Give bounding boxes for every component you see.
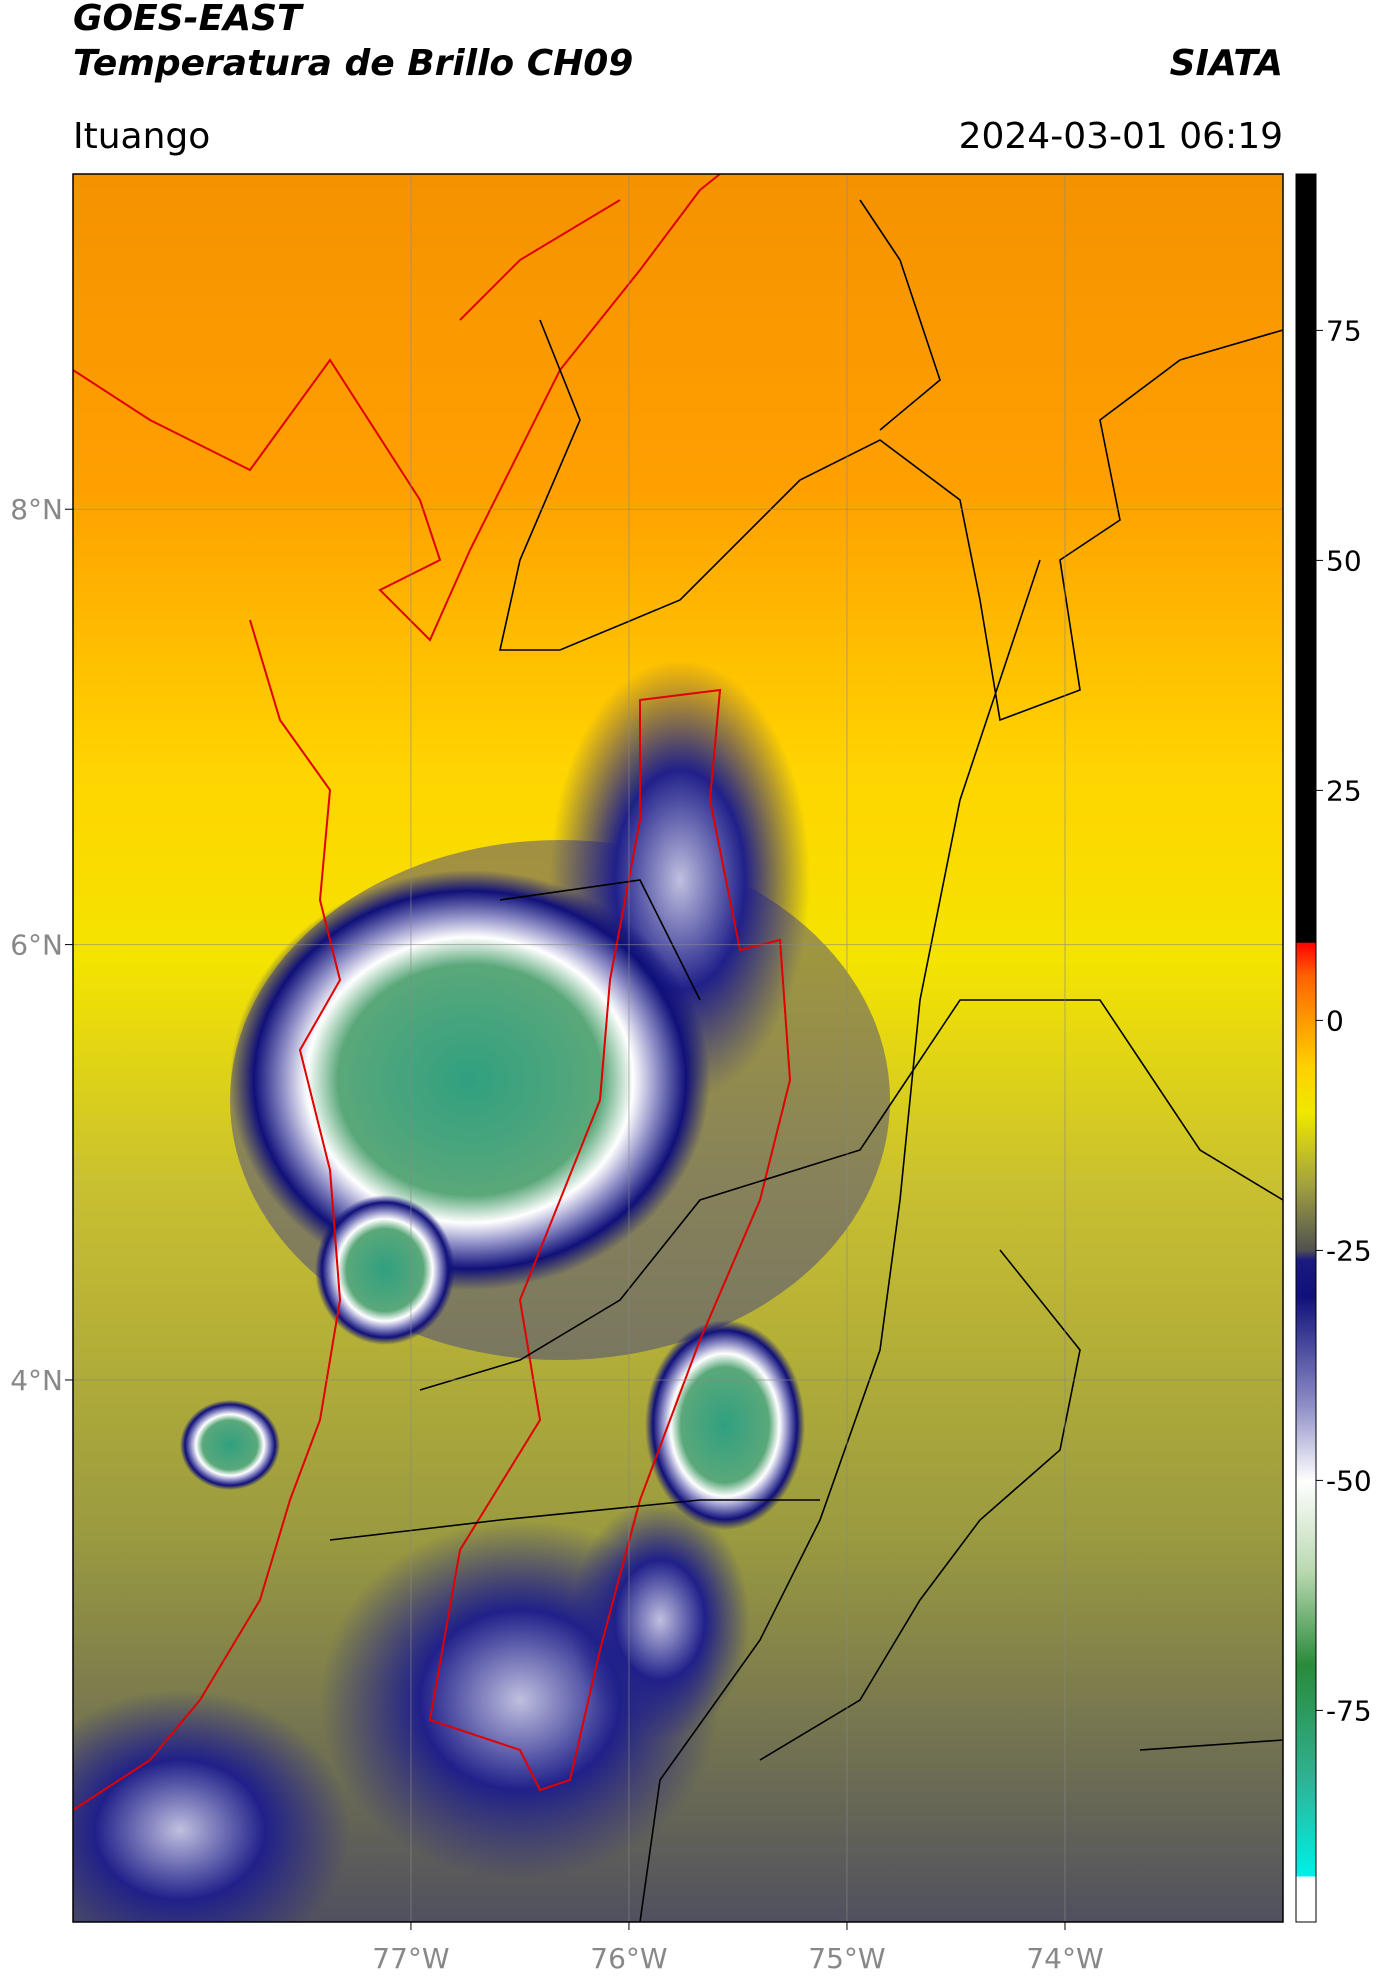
convective-cell bbox=[180, 1400, 280, 1490]
colorbar-tick-label: 50 bbox=[1326, 544, 1362, 577]
y-tick-label: 4°N bbox=[10, 1364, 63, 1397]
x-tick-label: 75°W bbox=[808, 1942, 885, 1975]
map-frame bbox=[72, 173, 1284, 1923]
colorbar-segment bbox=[1296, 1250, 1316, 1261]
y-tick-label: 6°N bbox=[10, 929, 63, 962]
colorbar-tick-label: 0 bbox=[1326, 1004, 1344, 1037]
convective-cell bbox=[230, 870, 710, 1290]
convective-cell bbox=[315, 1195, 455, 1345]
y-tick-label: 8°N bbox=[10, 493, 63, 526]
x-tick-label: 74°W bbox=[1026, 1942, 1103, 1975]
map bbox=[73, 174, 1283, 1922]
department-border bbox=[428, 688, 792, 1792]
x-tick-label: 77°W bbox=[372, 1942, 449, 1975]
cloud-band bbox=[570, 1500, 750, 1740]
colorbar-tick-label: -50 bbox=[1326, 1464, 1372, 1497]
colorbar-segment bbox=[1296, 1572, 1316, 1665]
colorbar-tick-label: -75 bbox=[1326, 1694, 1372, 1727]
graticule bbox=[65, 174, 1283, 1930]
colorbar-segment bbox=[1296, 1876, 1316, 1923]
colorbar-segment bbox=[1296, 1066, 1316, 1113]
coastline bbox=[73, 619, 342, 1811]
colorbar-tick-label: 25 bbox=[1326, 774, 1362, 807]
colorbar-tick-label: 75 bbox=[1326, 314, 1362, 347]
colorbar-segment bbox=[1296, 1774, 1316, 1877]
colorbar-segment bbox=[1296, 974, 1316, 1021]
colorbar-frame bbox=[1295, 173, 1317, 1923]
colorbar-segment bbox=[1296, 1020, 1316, 1067]
colorbar-tick-label: -25 bbox=[1326, 1234, 1372, 1267]
cloud-band bbox=[73, 1690, 350, 1922]
coastline bbox=[73, 174, 721, 642]
colorbar-segment bbox=[1296, 1406, 1316, 1481]
source: SIATA bbox=[1170, 43, 1283, 84]
admin-border bbox=[329, 199, 1283, 1922]
colorbar-segment bbox=[1296, 1664, 1316, 1776]
colorbar-segment bbox=[1296, 1186, 1316, 1251]
datetime: 2024-03-01 06:19 bbox=[959, 116, 1283, 157]
colorbar-segment bbox=[1296, 1259, 1316, 1297]
colorbar-segment bbox=[1296, 1112, 1316, 1187]
colorbar-segment bbox=[1296, 1296, 1316, 1408]
location: Ituango bbox=[73, 116, 210, 157]
colorbar: 75 50 25 0 -25 -50 -75 bbox=[1295, 173, 1372, 1923]
colorbar-segment bbox=[1296, 1480, 1316, 1573]
subtitle: Temperatura de Brillo CH09 bbox=[73, 43, 633, 84]
colorbar-segment bbox=[1296, 174, 1316, 943]
x-tick-label: 76°W bbox=[590, 1942, 667, 1975]
colorbar-segment bbox=[1296, 942, 1316, 975]
convective-cell bbox=[645, 1320, 805, 1530]
title: GOES-EAST bbox=[73, 0, 304, 39]
